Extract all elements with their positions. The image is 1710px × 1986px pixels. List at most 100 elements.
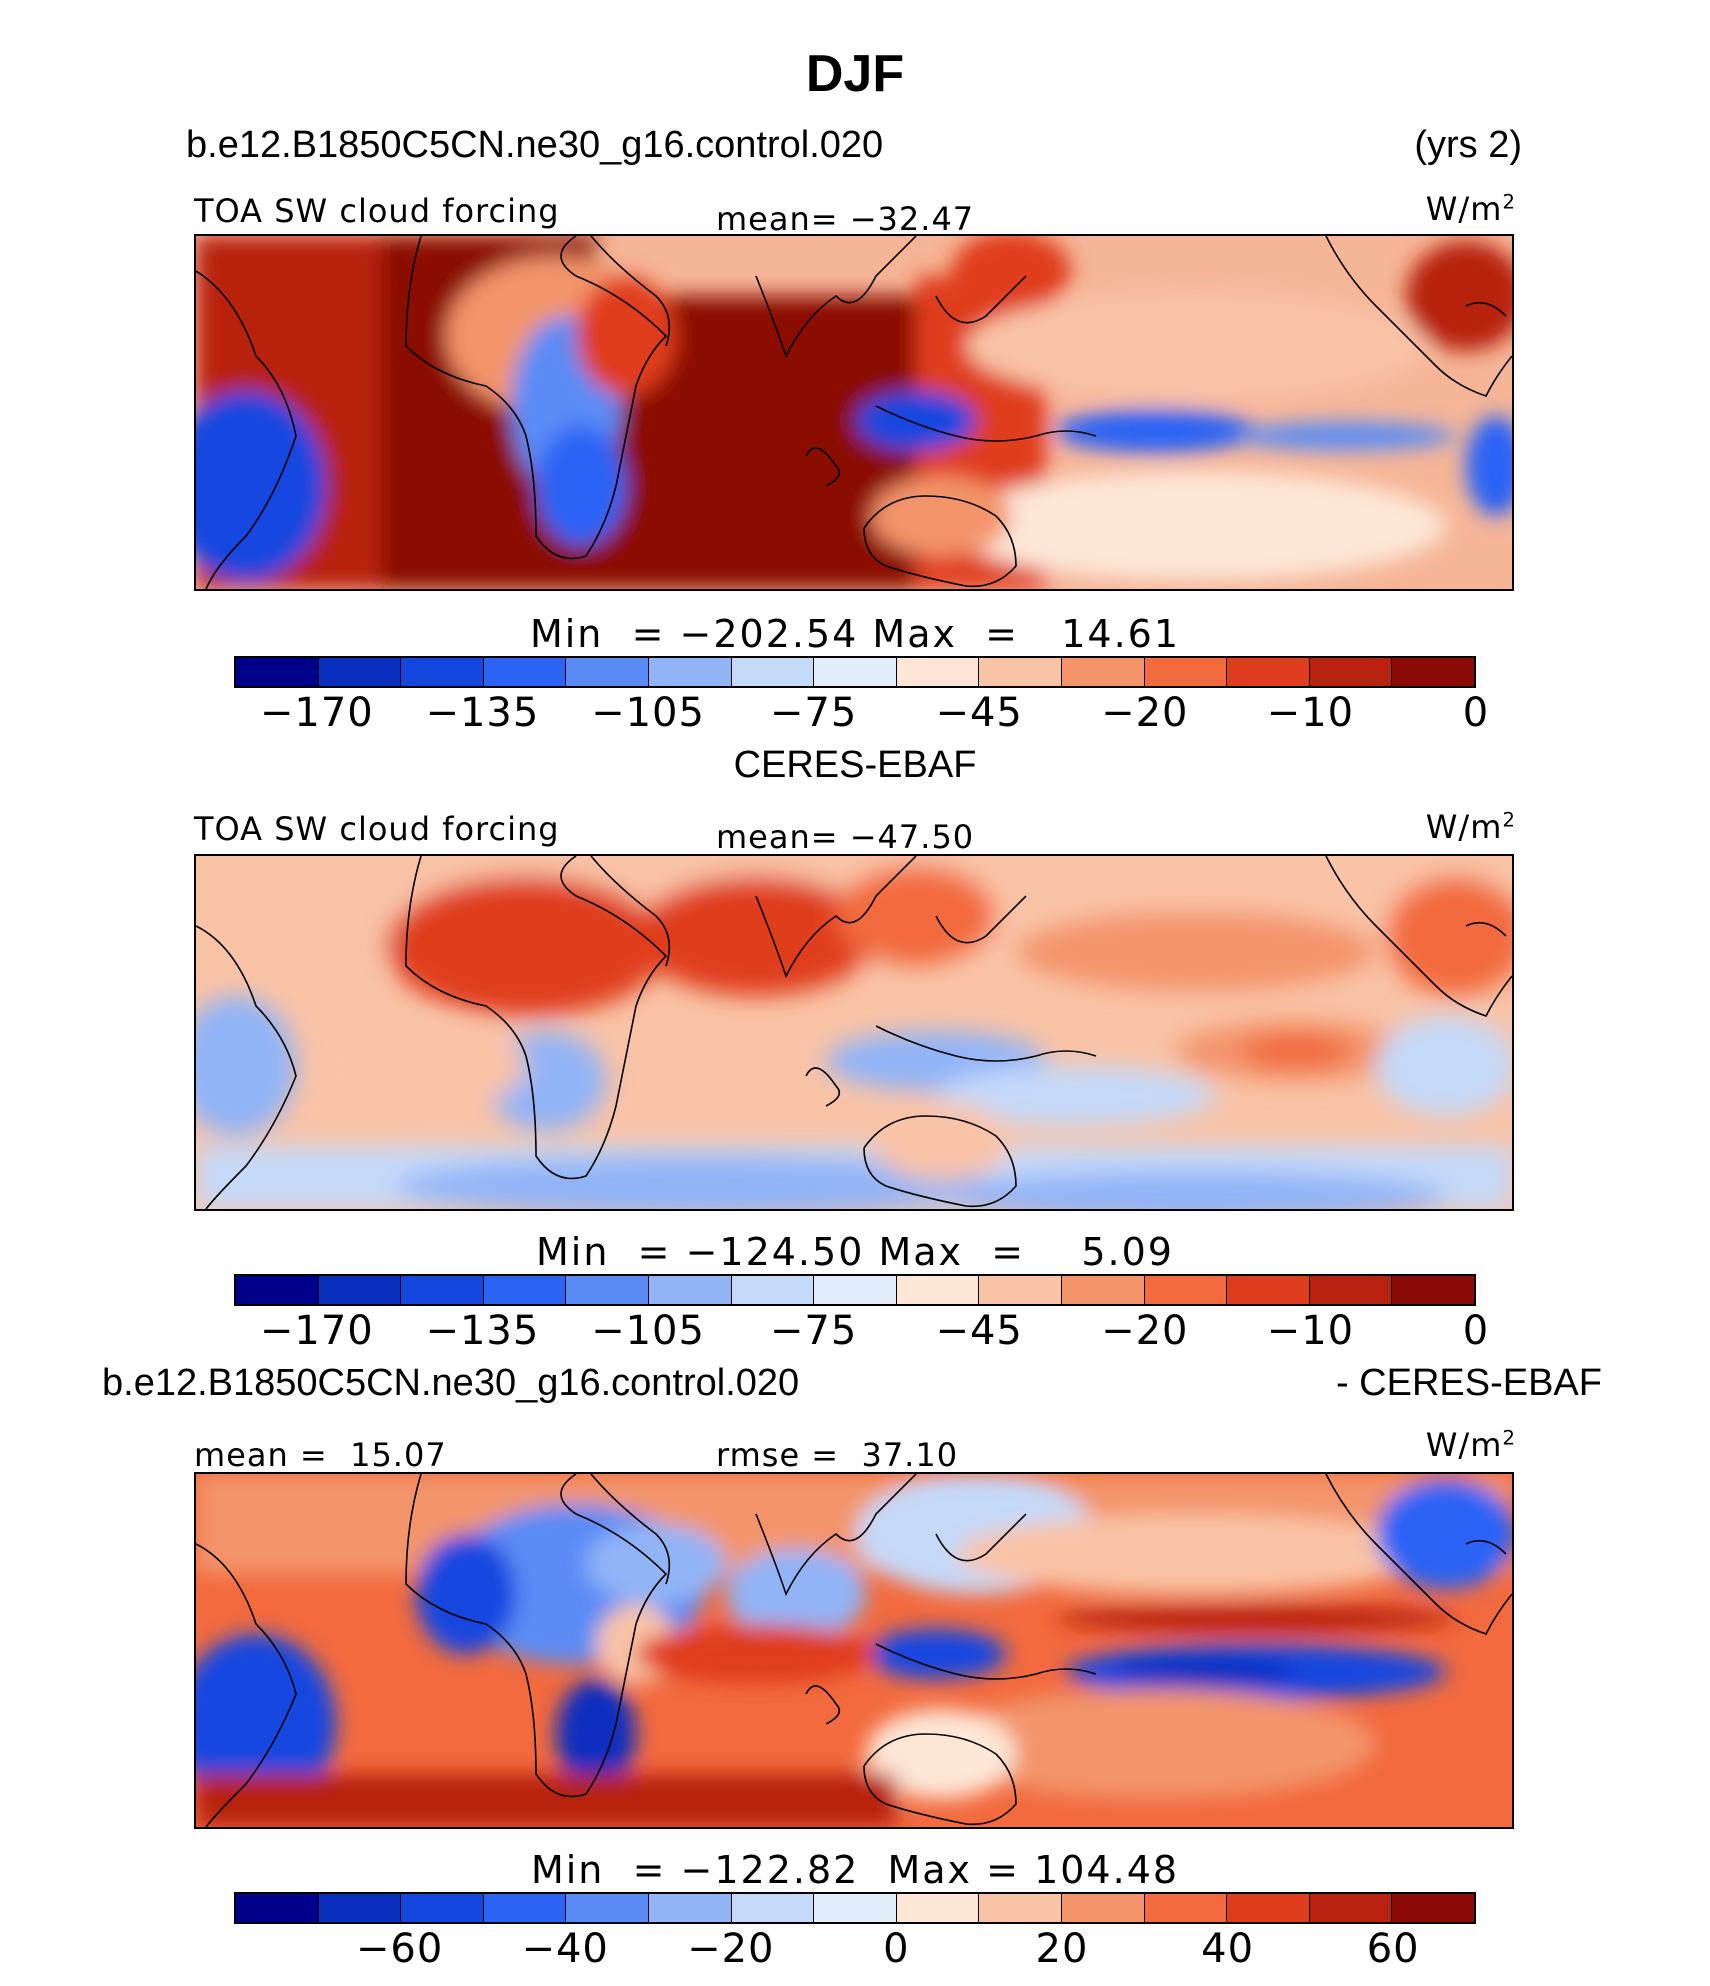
- colorbar-swatch: [979, 658, 1062, 686]
- panel3-mean: mean = 15.07: [194, 1436, 447, 1474]
- colorbar-swatch: [483, 1276, 567, 1304]
- colorbar-swatch: [318, 1894, 402, 1922]
- colorbar-swatch: [1227, 658, 1310, 686]
- colorbar-swatch: [236, 1276, 319, 1304]
- panel2-minmax: Min = −124.50 Max = 5.09: [536, 1230, 1174, 1274]
- panel3-colorbar: [234, 1892, 1476, 1924]
- obs-map: [194, 854, 1514, 1211]
- colorbar-swatch: [1392, 658, 1474, 686]
- colorbar-tick-label: 0: [883, 1926, 910, 1972]
- colorbar-swatch: [1227, 1276, 1310, 1304]
- colorbar-tick-label: −105: [591, 1308, 705, 1354]
- colorbar-swatch: [896, 658, 980, 686]
- colorbar-swatch: [1144, 658, 1228, 686]
- panel2-max-value: 5.09: [1081, 1230, 1174, 1274]
- colorbar-swatch: [896, 1276, 980, 1304]
- panel1-variable-label: TOA SW cloud forcing: [194, 192, 560, 230]
- colorbar-tick-label: −10: [1266, 1308, 1355, 1354]
- panel3-mean-value: 15.07: [350, 1436, 447, 1474]
- model-map: [194, 234, 1514, 591]
- colorbar-tick-label: −170: [259, 1308, 374, 1354]
- colorbar-swatch: [236, 1894, 319, 1922]
- diff-model-name: b.e12.B1850C5CN.ne30_g16.control.020: [102, 1362, 800, 1404]
- panel1-units: W/m2: [1425, 190, 1516, 228]
- panel3-rmse: rmse = 37.10: [716, 1436, 959, 1474]
- diff-obs-label: - CERES-EBAF: [1335, 1362, 1602, 1404]
- colorbar-tick-label: −75: [769, 1308, 858, 1354]
- colorbar-tick-label: −20: [1101, 690, 1189, 736]
- obs-name: CERES-EBAF: [733, 744, 977, 786]
- colorbar-swatch: [1144, 1276, 1228, 1304]
- colorbar-swatch: [896, 1894, 980, 1922]
- difference-map: [194, 1472, 1514, 1829]
- panel1-mean-value: −32.47: [849, 200, 975, 238]
- colorbar-swatch: [318, 1276, 402, 1304]
- colorbar-swatch: [731, 1276, 815, 1304]
- colorbar-swatch: [814, 658, 897, 686]
- panel1-max-value: 14.61: [1061, 612, 1181, 656]
- colorbar-swatch: [1309, 1276, 1393, 1304]
- colorbar-tick-label: −75: [769, 690, 858, 736]
- colorbar-swatch: [1392, 1276, 1474, 1304]
- colorbar-swatch: [483, 1894, 567, 1922]
- years-label: (yrs 2): [1414, 124, 1522, 166]
- colorbar-tick-label: −135: [425, 690, 540, 736]
- colorbar-swatch: [1309, 1894, 1393, 1922]
- colorbar-swatch: [483, 658, 567, 686]
- colorbar-swatch: [979, 1276, 1062, 1304]
- panel1-mean: mean= −32.47: [716, 200, 974, 238]
- colorbar-tick-label: 0: [1462, 1308, 1490, 1354]
- panel3-min-value: −122.82: [680, 1848, 860, 1892]
- colorbar-swatch: [1061, 658, 1145, 686]
- colorbar-swatch: [566, 1894, 649, 1922]
- colorbar-tick-label: 20: [1035, 1926, 1089, 1972]
- colorbar-tick-label: 60: [1366, 1926, 1420, 1972]
- colorbar-swatch: [814, 1894, 897, 1922]
- colorbar-swatch: [566, 1276, 649, 1304]
- colorbar-tick-label: −20: [687, 1926, 775, 1972]
- panel2-mean-value: −47.50: [849, 818, 975, 856]
- colorbar-swatch: [1309, 658, 1393, 686]
- model-case-name: b.e12.B1850C5CN.ne30_g16.control.020: [186, 124, 884, 166]
- colorbar-tick-label: −170: [259, 690, 374, 736]
- panel3-minmax: Min = −122.82 Max = 104.48: [530, 1848, 1180, 1892]
- panel2-variable-label: TOA SW cloud forcing: [194, 810, 560, 848]
- colorbar-tick-label: −10: [1266, 690, 1355, 736]
- colorbar-swatch: [1144, 1894, 1228, 1922]
- colorbar-swatch: [566, 658, 649, 686]
- colorbar-tick-label: −40: [521, 1926, 609, 1972]
- colorbar-swatch: [401, 1894, 484, 1922]
- colorbar-tick-label: −135: [425, 1308, 540, 1354]
- panel3-max-value: 104.48: [1034, 1848, 1180, 1892]
- panel3-units: W/m2: [1425, 1426, 1516, 1464]
- colorbar-swatch: [731, 658, 815, 686]
- colorbar-tick-label: −60: [355, 1926, 444, 1972]
- colorbar-swatch: [1227, 1894, 1310, 1922]
- colorbar-swatch: [401, 658, 484, 686]
- panel2-mean: mean= −47.50: [716, 818, 975, 856]
- colorbar-swatch: [648, 658, 732, 686]
- figure-title: DJF: [805, 45, 905, 103]
- colorbar-tick-label: −45: [935, 1308, 1023, 1354]
- colorbar-swatch: [648, 1894, 732, 1922]
- colorbar-swatch: [236, 658, 319, 686]
- panel2-units: W/m2: [1425, 808, 1516, 846]
- colorbar-swatch: [318, 658, 402, 686]
- colorbar-swatch: [401, 1276, 484, 1304]
- panel1-min-value: −202.54: [679, 612, 859, 656]
- colorbar-tick-label: −45: [935, 690, 1023, 736]
- colorbar-tick-label: 40: [1201, 1926, 1255, 1972]
- panel2-colorbar: [234, 1274, 1476, 1306]
- panel1-mean-label: mean=: [716, 200, 839, 238]
- panel1-colorbar: [234, 656, 1476, 688]
- colorbar-swatch: [1392, 1894, 1474, 1922]
- colorbar-tick-label: −20: [1101, 1308, 1189, 1354]
- panel2-min-value: −124.50: [685, 1230, 865, 1274]
- colorbar-swatch: [648, 1276, 732, 1304]
- colorbar-tick-label: 0: [1462, 690, 1490, 736]
- colorbar-swatch: [814, 1276, 897, 1304]
- colorbar-tick-label: −105: [591, 690, 705, 736]
- colorbar-swatch: [1061, 1276, 1145, 1304]
- panel1-minmax: Min = −202.54 Max = 14.61: [529, 612, 1181, 656]
- panel3-rmse-value: 37.10: [861, 1436, 959, 1474]
